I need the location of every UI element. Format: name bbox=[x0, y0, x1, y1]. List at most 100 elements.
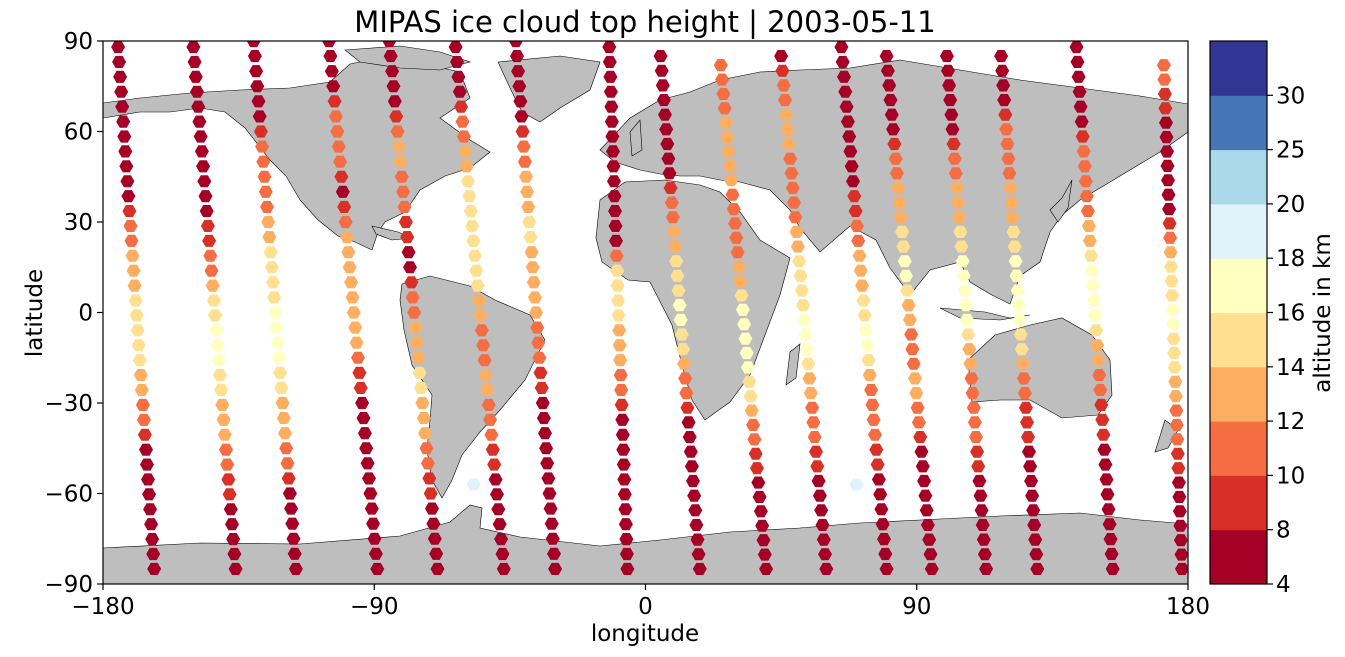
cloud-point-10-17 bbox=[796, 299, 811, 312]
cloud-point-1-32 bbox=[225, 518, 239, 531]
cloud-point-15-0 bbox=[1069, 41, 1084, 54]
cloud-point-10-25 bbox=[806, 416, 821, 429]
cloud-point-3-32 bbox=[366, 517, 381, 530]
cloud-point-5-13 bbox=[466, 234, 481, 247]
cloud-point-13-1 bbox=[941, 64, 955, 77]
cloud-point-14-25 bbox=[1020, 416, 1034, 429]
cloud-point-7-22 bbox=[613, 369, 628, 382]
cloud-point-0-9 bbox=[120, 175, 135, 188]
cloud-point-9-24 bbox=[744, 404, 759, 417]
cloud-point-11-33 bbox=[877, 533, 891, 546]
cloud-point-13-11 bbox=[952, 211, 967, 224]
cloud-point-12-12 bbox=[895, 225, 910, 238]
cloud-point-7-35 bbox=[620, 562, 635, 575]
cloud-point-1-21 bbox=[211, 354, 226, 367]
cloud-point-12-11 bbox=[893, 211, 908, 224]
cloud-point-3-2 bbox=[324, 65, 339, 78]
cloud-point-2-16 bbox=[266, 276, 280, 289]
cloud-point-3-12 bbox=[338, 215, 353, 229]
cloud-point-8-21 bbox=[677, 357, 692, 370]
cloud-point-0-2 bbox=[113, 70, 128, 83]
cloud-point-12-29 bbox=[917, 474, 932, 488]
cloud-point-15-19 bbox=[1089, 324, 1104, 337]
cloud-point-1-33 bbox=[226, 533, 241, 546]
cloud-point-2-26 bbox=[278, 427, 292, 440]
cloud-point-12-14 bbox=[897, 255, 912, 268]
cloud-point-0-11 bbox=[122, 205, 137, 218]
cloud-point-14-3 bbox=[997, 94, 1012, 107]
cloud-point-5-7 bbox=[458, 145, 473, 158]
cloud-point-5-19 bbox=[474, 324, 489, 337]
cloud-point-2-25 bbox=[276, 412, 291, 425]
cloud-point-14-5 bbox=[999, 123, 1014, 136]
cloud-point-11-34 bbox=[878, 547, 893, 561]
cloud-point-10-7 bbox=[783, 152, 798, 165]
cloud-point-14-23 bbox=[1017, 387, 1032, 400]
cloud-point-13-8 bbox=[948, 167, 963, 180]
cloud-point-1-24 bbox=[215, 398, 230, 411]
cloud-point-12-26 bbox=[913, 431, 928, 444]
cloud-point-4-11 bbox=[397, 200, 412, 213]
cloud-point-7-5 bbox=[604, 115, 619, 128]
cloud-point-5-29 bbox=[488, 473, 503, 486]
cloud-point-3-26 bbox=[357, 427, 372, 440]
colorbar-segment bbox=[1210, 421, 1267, 476]
cloud-point-14-19 bbox=[1013, 328, 1028, 341]
cloud-point-10-30 bbox=[812, 489, 827, 502]
cloud-point-10-18 bbox=[797, 313, 812, 326]
cloud-point-7-13 bbox=[609, 234, 623, 247]
cloud-point-8-14 bbox=[669, 255, 684, 268]
cloud-point-8-25 bbox=[681, 416, 696, 429]
cloud-point-7-3 bbox=[603, 85, 618, 98]
cloud-point-8-17 bbox=[672, 299, 687, 312]
cloud-point-9-12 bbox=[729, 231, 744, 244]
cloud-point-10-32 bbox=[815, 518, 830, 531]
cloud-point-10-22 bbox=[802, 372, 817, 385]
cloud-point-7-33 bbox=[619, 533, 634, 546]
cloud-point-11-28 bbox=[870, 458, 885, 471]
cloud-point-1-31 bbox=[223, 503, 238, 516]
cloud-point-7-10 bbox=[607, 190, 622, 203]
cloud-point-7-15 bbox=[610, 264, 625, 277]
cloud-point-8-0 bbox=[653, 50, 668, 63]
cloud-point-4-26 bbox=[418, 427, 433, 440]
cloud-point-1-14 bbox=[203, 249, 218, 262]
colorbar-tick-label: 12 bbox=[1276, 409, 1305, 435]
cloud-point-7-20 bbox=[612, 339, 627, 352]
cloud-point-16-3 bbox=[1158, 102, 1173, 115]
cloud-point-6-1 bbox=[510, 50, 524, 63]
cloud-point-10-29 bbox=[811, 474, 826, 488]
cloud-point-0-25 bbox=[136, 413, 151, 426]
cloud-point-1-11 bbox=[199, 205, 214, 218]
cloud-point-8-9 bbox=[663, 181, 678, 194]
cloud-point-16-6 bbox=[1160, 145, 1174, 158]
cloud-point-11-27 bbox=[869, 443, 884, 456]
cloud-point-10-20 bbox=[800, 343, 814, 356]
cloud-point-4-21 bbox=[411, 351, 426, 364]
colorbar-tick-label: 25 bbox=[1276, 138, 1305, 164]
cloud-point-16-14 bbox=[1164, 260, 1179, 273]
cloud-point-1-27 bbox=[219, 443, 233, 456]
cloud-point-7-14 bbox=[609, 249, 624, 262]
cloud-point-3-0 bbox=[322, 41, 336, 48]
cloud-point-8-10 bbox=[664, 196, 679, 209]
cloud-point-14-21 bbox=[1015, 357, 1030, 370]
cloud-point-12-7 bbox=[888, 152, 903, 165]
cloud-point-8-24 bbox=[680, 401, 695, 414]
cloud-point-13-5 bbox=[945, 123, 960, 136]
cloud-point-10-28 bbox=[810, 460, 825, 473]
cloud-point-12-20 bbox=[905, 343, 920, 356]
cloud-point-10-6 bbox=[781, 137, 796, 151]
cloud-point-2-19 bbox=[269, 321, 284, 334]
cloud-point-10-2 bbox=[776, 79, 791, 92]
cloud-point-10-35 bbox=[819, 562, 834, 575]
colorbar-segment bbox=[1210, 203, 1267, 259]
cloud-point-15-33 bbox=[1103, 533, 1118, 546]
cloud-point-5-33 bbox=[494, 533, 509, 546]
cloud-point-12-16 bbox=[900, 284, 915, 297]
cloud-point-14-31 bbox=[1026, 504, 1041, 517]
cloud-point-10-12 bbox=[789, 225, 804, 238]
cloud-point-10-0 bbox=[774, 50, 789, 63]
cloud-point-0-35 bbox=[147, 562, 162, 575]
cloud-point-0-7 bbox=[118, 145, 133, 158]
